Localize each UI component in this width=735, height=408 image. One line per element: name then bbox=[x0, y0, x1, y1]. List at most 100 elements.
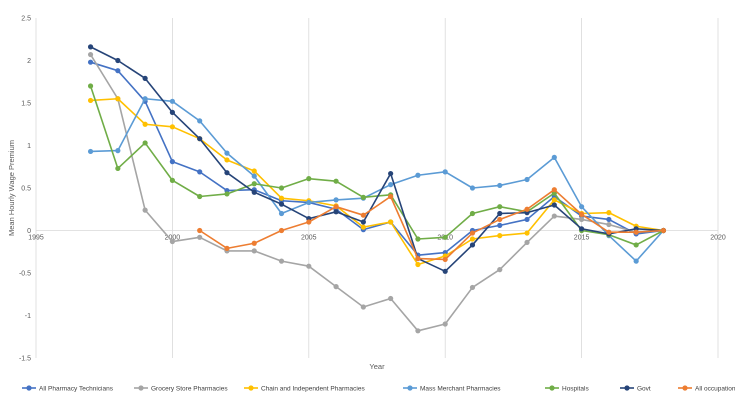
legend-label: Chain and Independent Pharmacies bbox=[261, 385, 365, 392]
data-point bbox=[224, 191, 230, 197]
data-point bbox=[360, 212, 366, 218]
x-tick-label: 2005 bbox=[301, 235, 317, 242]
data-point bbox=[633, 242, 639, 248]
data-point bbox=[169, 177, 175, 183]
x-tick-label: 2015 bbox=[574, 235, 590, 242]
data-point bbox=[306, 199, 312, 206]
legend-item: All occupations bbox=[678, 385, 735, 392]
data-point bbox=[415, 236, 421, 242]
data-point bbox=[278, 258, 285, 264]
data-point bbox=[469, 236, 476, 242]
x-tick-label: 2020 bbox=[710, 235, 726, 242]
data-point bbox=[497, 222, 503, 228]
data-point bbox=[469, 210, 476, 217]
tick-labels: -1.5-1-0.500.511.522.5199520002005201020… bbox=[19, 16, 726, 363]
data-point bbox=[278, 195, 285, 201]
data-point bbox=[306, 263, 312, 269]
data-point bbox=[469, 242, 476, 248]
data-point bbox=[333, 284, 339, 290]
y-tick-label: 2.5 bbox=[21, 16, 31, 23]
legend: All Pharmacy Technicians Grocery Store Ph… bbox=[22, 385, 735, 392]
legend-swatch-marker bbox=[407, 385, 413, 391]
data-point bbox=[442, 169, 448, 175]
legend-item: Chain and Independent Pharmacies bbox=[244, 385, 365, 392]
y-tick-label: 0.5 bbox=[21, 186, 31, 193]
data-point bbox=[142, 121, 148, 127]
data-point bbox=[442, 321, 448, 327]
data-point bbox=[197, 193, 203, 200]
data-point bbox=[87, 97, 94, 104]
data-point bbox=[579, 216, 585, 223]
legend-item: Grocery Store Pharmacies bbox=[134, 385, 228, 392]
x-tick-label: 1995 bbox=[28, 235, 44, 242]
data-point bbox=[524, 239, 530, 245]
data-point bbox=[87, 51, 94, 58]
series-layer bbox=[87, 44, 667, 334]
data-point bbox=[169, 159, 175, 165]
data-point bbox=[197, 118, 203, 124]
data-point bbox=[551, 197, 557, 203]
series-line bbox=[90, 97, 664, 266]
y-tick-label: 0 bbox=[27, 228, 31, 235]
data-point bbox=[306, 219, 312, 225]
data-point bbox=[360, 219, 366, 225]
data-point bbox=[442, 234, 448, 240]
data-point bbox=[524, 216, 530, 223]
data-point bbox=[606, 210, 612, 216]
legend-label: Hospitals bbox=[562, 385, 589, 392]
series-line bbox=[89, 85, 664, 246]
data-point bbox=[142, 207, 148, 213]
legend-label: Grocery Store Pharmacies bbox=[151, 385, 228, 392]
y-tick-label: -1.5 bbox=[19, 356, 31, 363]
legend-swatch-marker bbox=[26, 385, 32, 391]
legend-swatch-marker bbox=[248, 385, 254, 391]
y-tick-label: 1.5 bbox=[21, 101, 31, 108]
data-point bbox=[360, 304, 366, 310]
data-point bbox=[278, 185, 285, 191]
data-point bbox=[497, 182, 503, 189]
data-point bbox=[497, 210, 503, 217]
data-point bbox=[524, 206, 530, 212]
data-point bbox=[197, 227, 203, 234]
legend-item: Govt bbox=[620, 385, 651, 392]
data-point bbox=[551, 213, 557, 219]
data-point bbox=[224, 245, 230, 251]
data-point bbox=[142, 96, 148, 102]
data-point bbox=[606, 229, 612, 235]
data-point bbox=[115, 96, 121, 102]
data-point bbox=[142, 140, 148, 146]
data-point bbox=[115, 57, 121, 64]
series-line bbox=[90, 46, 664, 273]
data-point bbox=[633, 258, 639, 264]
data-point bbox=[197, 136, 203, 142]
data-point bbox=[660, 227, 667, 234]
data-point bbox=[388, 193, 394, 200]
legend-swatch-marker bbox=[624, 385, 630, 391]
y-tick-label: -0.5 bbox=[19, 271, 31, 278]
legend-label: Govt bbox=[637, 385, 651, 392]
data-point bbox=[497, 233, 503, 239]
series-1 bbox=[87, 51, 667, 334]
data-point bbox=[606, 216, 612, 223]
data-point bbox=[333, 178, 339, 184]
data-point bbox=[87, 44, 94, 50]
data-point bbox=[360, 224, 366, 230]
data-point bbox=[415, 328, 421, 334]
data-point bbox=[606, 221, 612, 228]
data-point bbox=[415, 172, 421, 178]
series-line bbox=[199, 188, 664, 261]
data-point bbox=[278, 227, 285, 234]
y-tick-label: -1 bbox=[25, 313, 31, 320]
data-point bbox=[469, 284, 476, 291]
legend-swatch-marker bbox=[682, 385, 688, 391]
data-point bbox=[360, 194, 366, 200]
data-point bbox=[551, 202, 557, 208]
series-line bbox=[90, 97, 665, 262]
data-point bbox=[87, 148, 94, 155]
series-line bbox=[89, 54, 664, 332]
legend-swatch-marker bbox=[549, 385, 555, 391]
data-point bbox=[87, 83, 94, 89]
data-point bbox=[333, 209, 339, 215]
